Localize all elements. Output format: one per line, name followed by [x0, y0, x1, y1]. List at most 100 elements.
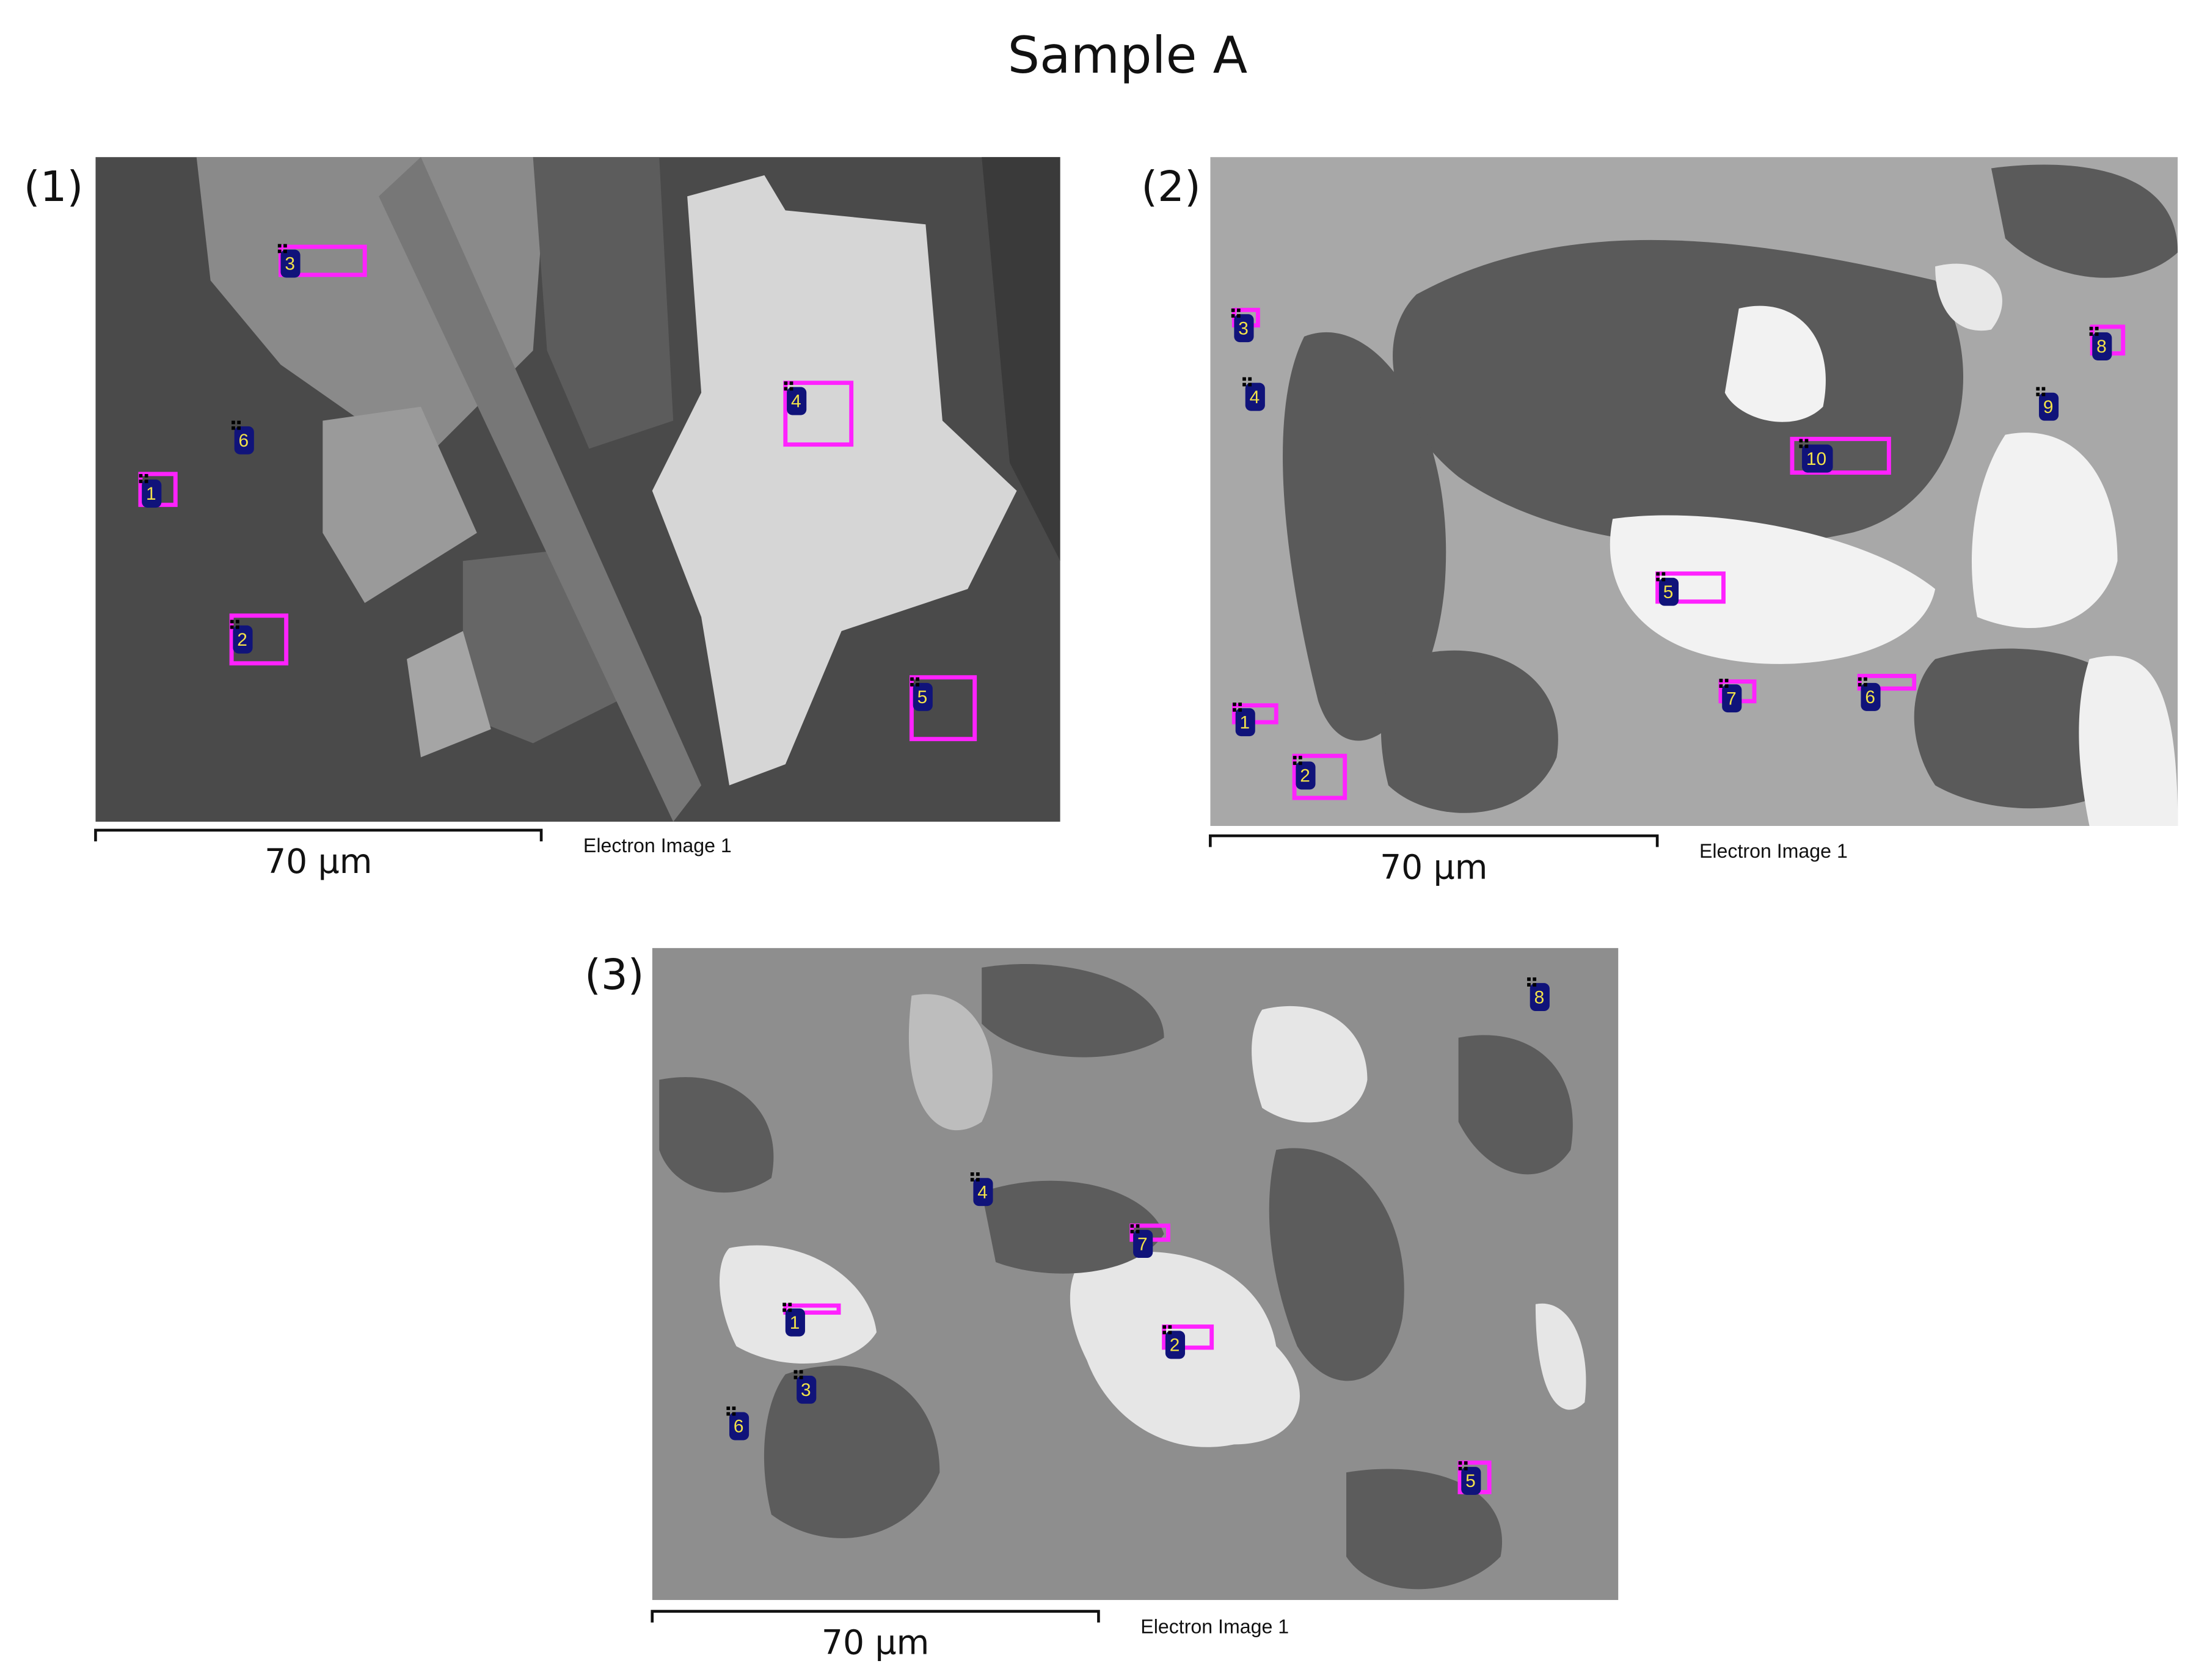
grain [1610, 515, 1936, 664]
electron-image [652, 948, 1619, 1601]
marker-dot [1168, 1331, 1172, 1335]
marker-dot [1242, 377, 1246, 381]
marker-badge [1802, 444, 1833, 473]
marker-dot [1804, 444, 1809, 448]
marker-dot [1719, 684, 1723, 688]
grain [2079, 656, 2178, 827]
scale-bar [94, 828, 543, 842]
marker-dot [144, 480, 148, 483]
marker-dot [1242, 382, 1246, 387]
marker-dot [237, 426, 241, 430]
marker-dot [1293, 756, 1297, 760]
spectrum-marker: 1 [138, 472, 178, 508]
grain [764, 1365, 940, 1538]
analysis-area [1162, 1324, 1214, 1350]
marker-number: 1 [1240, 712, 1250, 732]
spectrum-marker: 3 [1231, 307, 1260, 343]
grain [1935, 263, 2002, 331]
spectrum-marker: 5 [1655, 571, 1726, 606]
marker-number: 1 [790, 1313, 800, 1333]
marker-dot [1298, 756, 1302, 760]
marker-dot [732, 1412, 736, 1416]
panel-label: (2) [1141, 163, 1201, 211]
marker-dot [2089, 326, 2093, 331]
marker-dot [793, 1375, 798, 1379]
analysis-area [1790, 437, 1891, 475]
grain [407, 630, 491, 758]
panel-label: (3) [585, 951, 644, 999]
grain [533, 157, 674, 449]
figure-title: Sample A [1008, 26, 1248, 85]
marker-dot [916, 677, 920, 681]
spectrum-marker: 4 [783, 381, 854, 447]
marker-dot [1130, 1230, 1134, 1233]
marker-dot [1804, 439, 1809, 443]
marker-dot [1168, 1325, 1172, 1329]
marker-dot [910, 677, 914, 681]
sem-panel: (3) 70 µm Electron Image 1 1 2 3 4 5 6 7 8 [585, 948, 1619, 1662]
marker-dot [139, 480, 143, 483]
marker-dot [1799, 439, 1803, 443]
marker-dot [2036, 392, 2040, 396]
marker-badge [234, 426, 254, 455]
spectrum-marker: 4 [970, 1172, 993, 1207]
marker-dot [1661, 577, 1666, 582]
marker-badge [1133, 1230, 1153, 1258]
marker-dot [2041, 392, 2046, 396]
marker-badge [1658, 577, 1679, 606]
marker-number: 8 [2096, 337, 2107, 357]
marker-dot [1858, 682, 1862, 687]
marker-dot [1656, 577, 1660, 582]
marker-dot [1236, 314, 1241, 318]
marker-dot [1162, 1331, 1167, 1335]
marker-dot [799, 1375, 803, 1379]
marker-dot [1464, 1467, 1468, 1470]
marker-number: 1 [146, 484, 156, 504]
marker-dot [1799, 444, 1803, 448]
grain [652, 175, 1017, 786]
marker-number: 8 [1534, 987, 1545, 1007]
marker-dot [782, 1308, 786, 1312]
marker-dot [1724, 684, 1729, 688]
marker-dot [235, 625, 239, 629]
marker-dot [784, 387, 788, 391]
marker-badge [729, 1412, 749, 1441]
grain [982, 964, 1164, 1057]
marker-badge [787, 387, 807, 415]
spectrum-marker: 6 [1857, 673, 1917, 711]
marker-number: 5 [917, 687, 928, 707]
marker-dot [789, 381, 793, 385]
spectrum-marker: 2 [1162, 1324, 1214, 1359]
marker-number: 10 [1806, 449, 1826, 469]
marker-dot [1656, 572, 1660, 576]
analysis-area [783, 381, 854, 447]
grain [1346, 1469, 1503, 1590]
marker-number: 5 [1465, 1471, 1476, 1491]
marker-number: 6 [239, 431, 249, 451]
analysis-area [229, 613, 289, 666]
marker-badge [1861, 682, 1881, 711]
spectrum-marker: 7 [1718, 679, 1757, 713]
marker-dot [1136, 1224, 1140, 1228]
marker-badge [1530, 983, 1550, 1012]
marker-badge [233, 625, 253, 654]
spectrum-marker: 6 [726, 1406, 749, 1441]
marker-dot [1293, 761, 1297, 765]
spectrum-marker: 2 [229, 613, 289, 666]
analysis-area [1292, 753, 1347, 800]
scale-bar [651, 1610, 1100, 1623]
electron-image [95, 157, 1060, 822]
marker-dot [1864, 677, 1867, 681]
spectrum-marker: 1 [1231, 703, 1278, 737]
marker-badge [280, 249, 301, 278]
marker-badge [1245, 382, 1265, 411]
spectrum-marker: 1 [782, 1302, 841, 1337]
grain [379, 157, 702, 822]
marker-dot [793, 1370, 798, 1374]
marker-badge [142, 480, 162, 508]
marker-badge [2038, 392, 2059, 421]
marker-dot [976, 1178, 980, 1181]
grain [1380, 650, 1558, 813]
